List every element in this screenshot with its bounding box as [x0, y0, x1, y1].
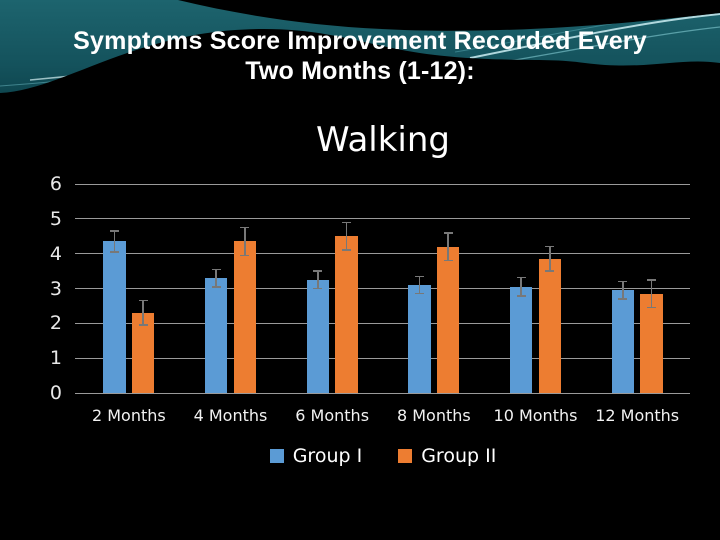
x-axis-category-label: 10 Months	[493, 406, 578, 425]
y-axis-tick-label: 0	[49, 382, 62, 404]
chart-legend: Group I Group II	[78, 445, 688, 467]
error-bar-group-i-6-months	[317, 271, 319, 289]
error-bar-cap	[240, 254, 250, 257]
error-bar-group-ii-12-months	[650, 279, 653, 308]
slide-title: Symptoms Score Improvement Recorded Ever…	[0, 26, 720, 86]
y-axis-tick-label: 5	[49, 207, 62, 230]
slide-title-line1: Symptoms Score Improvement Recorded Ever…	[73, 27, 647, 55]
error-bar-cap	[646, 306, 656, 309]
bar-group-i-6-months	[306, 279, 330, 393]
error-bar-group-ii-4-months	[244, 227, 246, 256]
bar-group-ii-2-months	[131, 312, 155, 393]
gridline	[75, 322, 690, 324]
error-bar-cap	[138, 324, 148, 326]
error-bar-cap	[443, 259, 453, 262]
error-bar-cap	[646, 279, 656, 281]
legend-marker-group-ii	[398, 449, 413, 463]
error-bar-group-i-12-months	[622, 281, 624, 299]
gridline	[75, 253, 690, 255]
bar-group-ii-6-months	[335, 236, 358, 393]
error-bar-cap	[443, 232, 453, 234]
error-bar-cap	[341, 221, 351, 224]
x-axis-line	[75, 392, 690, 394]
x-axis-category-label: 6 Months	[295, 406, 370, 425]
error-bar-group-i-2-months	[113, 231, 116, 252]
slide-title-line2: Two Months (1-12):	[245, 57, 475, 85]
gridline	[75, 183, 690, 185]
error-bar-group-ii-2-months	[142, 300, 144, 326]
error-bar-group-i-8-months	[418, 276, 421, 294]
error-bar-cap	[313, 270, 323, 272]
error-bar-group-i-4-months	[215, 269, 217, 287]
error-bar-cap	[211, 268, 221, 271]
bar-group-i-4-months	[205, 278, 228, 393]
chart-title: Walking	[316, 120, 450, 160]
bar-group-ii-12-months	[640, 293, 663, 393]
y-axis-tick-label: 6	[49, 173, 62, 195]
legend-item-group-i: Group I	[269, 445, 363, 467]
error-bar-group-ii-8-months	[447, 232, 449, 261]
gridline	[75, 357, 690, 359]
error-bar-cap	[415, 275, 425, 278]
bar-group-i-8-months	[408, 285, 431, 393]
error-bar-cap	[415, 292, 425, 295]
error-bar-cap	[313, 287, 323, 290]
y-axis-tick-label: 1	[49, 347, 62, 370]
error-bar-group-ii-6-months	[345, 222, 348, 251]
x-axis-category-label: 12 Months	[595, 406, 680, 425]
error-bar-cap	[516, 295, 526, 297]
bar-group-ii-4-months	[233, 241, 256, 393]
gridline	[75, 218, 690, 220]
error-bar-cap	[618, 280, 628, 283]
error-bar-cap	[240, 226, 250, 229]
bar-group-ii-10-months	[538, 258, 561, 393]
header-swoosh-graphic	[0, 0, 720, 120]
error-bar-cap	[545, 245, 555, 248]
y-axis-tick-label: 2	[49, 312, 62, 335]
error-bar-cap	[545, 270, 555, 272]
error-bar-cap	[516, 276, 526, 279]
x-axis-category-label: 8 Months	[396, 406, 471, 425]
x-axis-category-label: 4 Months	[193, 406, 268, 425]
gridline	[75, 288, 690, 289]
legend-item-group-ii: Group II	[398, 445, 496, 467]
legend-label-group-ii: Group II	[421, 445, 497, 467]
bar-group-ii-8-months	[436, 246, 460, 393]
error-bar-group-ii-10-months	[549, 246, 551, 272]
y-axis-tick-label: 3	[49, 277, 62, 300]
error-bar-cap	[618, 298, 628, 300]
legend-label-group-i: Group I	[292, 445, 363, 467]
error-bar-cap	[211, 286, 221, 288]
error-bar-cap	[110, 251, 120, 253]
error-bar-cap	[110, 230, 120, 232]
bar-group-i-12-months	[611, 290, 635, 393]
legend-marker-group-i	[269, 449, 284, 463]
y-axis-tick-label: 4	[49, 242, 62, 265]
error-bar-cap	[341, 249, 351, 251]
bar-group-i-2-months	[103, 241, 126, 393]
x-axis-category-label: 2 Months	[91, 406, 166, 425]
error-bar-group-i-10-months	[520, 277, 522, 297]
bar-group-i-10-months	[510, 286, 533, 393]
error-bar-cap	[138, 299, 148, 302]
